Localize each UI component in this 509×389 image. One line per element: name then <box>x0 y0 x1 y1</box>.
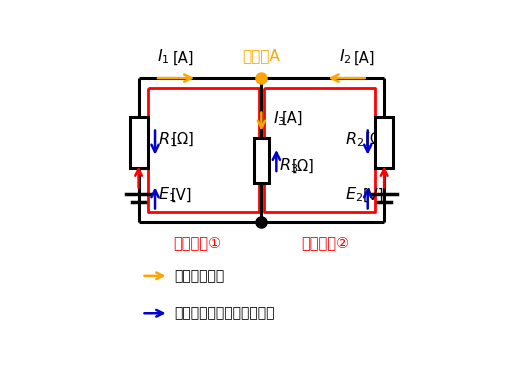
Text: [V]: [V] <box>171 187 192 202</box>
Text: $R_2$: $R_2$ <box>344 130 363 149</box>
Text: 接続点A: 接続点A <box>242 48 280 63</box>
Text: $I_2$: $I_2$ <box>338 47 351 66</box>
Text: ：電流の向き: ：電流の向き <box>174 269 224 283</box>
Text: 閉ループ①: 閉ループ① <box>173 235 220 251</box>
Text: $R_3$: $R_3$ <box>278 156 297 175</box>
Text: $E_2$: $E_2$ <box>344 186 362 204</box>
Text: [V]: [V] <box>362 187 383 202</box>
Text: [A]: [A] <box>173 51 194 66</box>
Text: $E_1$: $E_1$ <box>158 186 176 204</box>
Text: [A]: [A] <box>281 111 303 126</box>
Bar <box>253 138 269 183</box>
Bar <box>375 117 392 168</box>
Bar <box>129 117 147 168</box>
Text: [$\Omega$]: [$\Omega$] <box>291 157 314 175</box>
Text: $R_1$: $R_1$ <box>158 130 177 149</box>
Text: 閉ループ②: 閉ループ② <box>301 235 349 251</box>
Text: [A]: [A] <box>354 51 375 66</box>
Text: [$\Omega$]: [$\Omega$] <box>363 131 386 148</box>
Text: $I_1$: $I_1$ <box>157 47 169 66</box>
Text: [$\Omega$]: [$\Omega$] <box>171 131 194 148</box>
Text: $I_3$: $I_3$ <box>272 109 285 128</box>
Text: ：起電力、電圧降下の向き: ：起電力、電圧降下の向き <box>174 306 274 320</box>
